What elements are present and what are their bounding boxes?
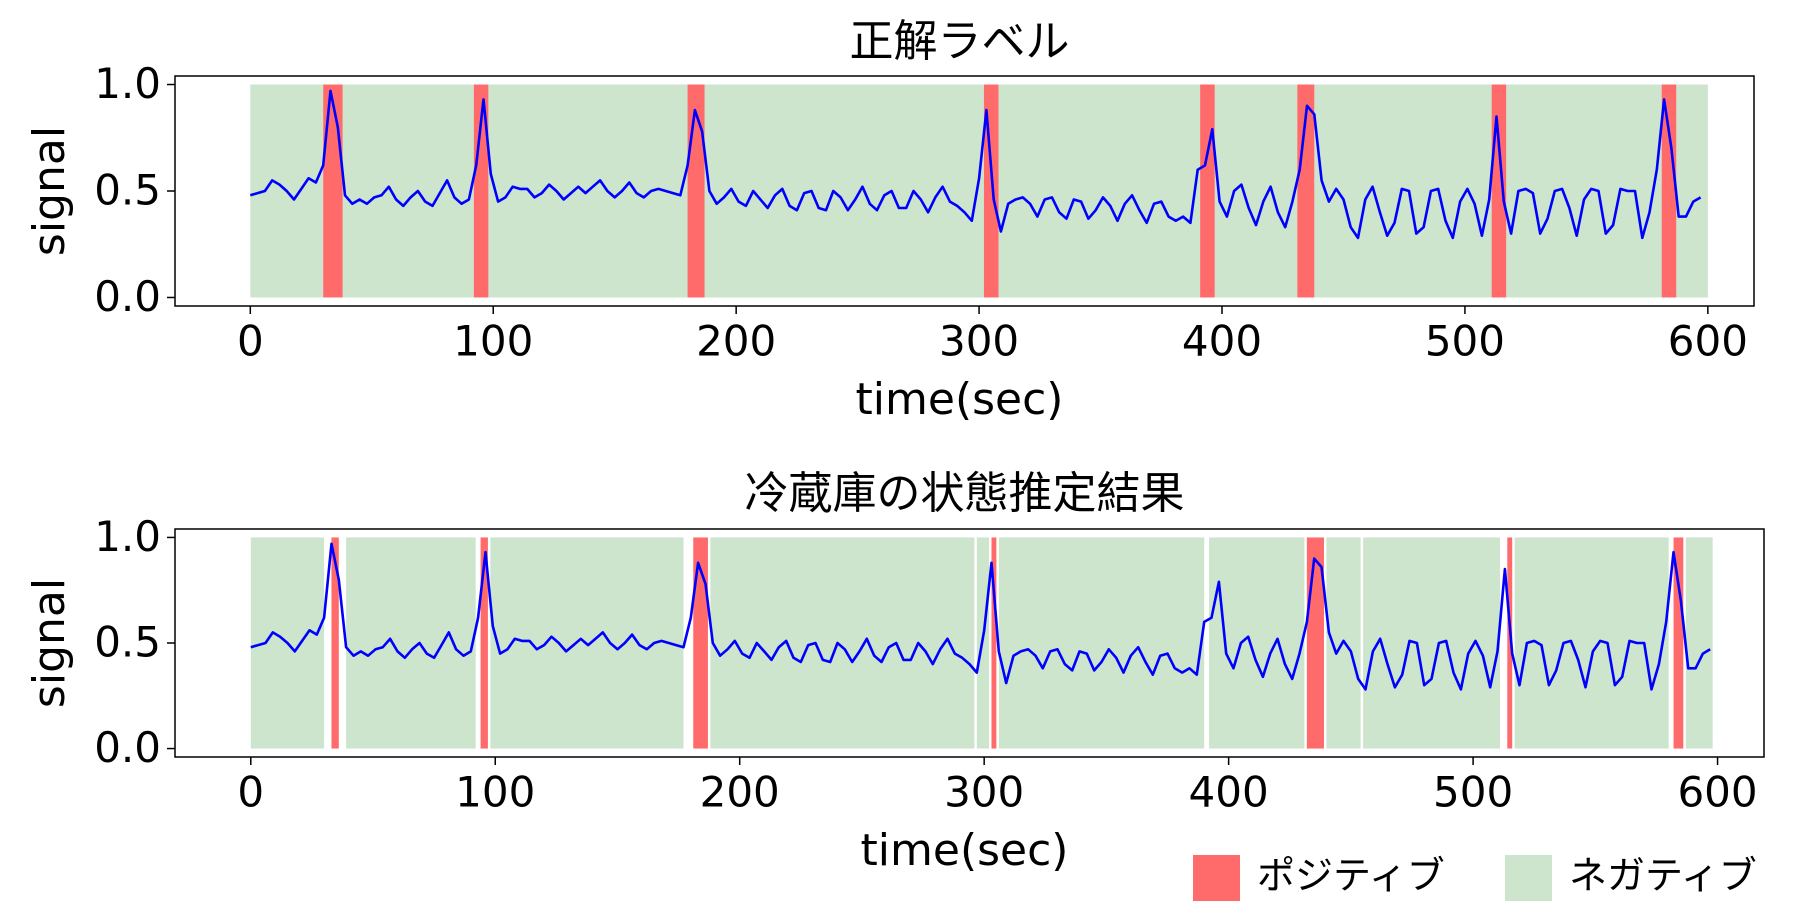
y-axis-label: signal <box>24 126 75 256</box>
x-tick-label: 100 <box>455 768 535 817</box>
x-tick-label: 100 <box>453 317 533 366</box>
x-tick-label: 200 <box>696 317 776 366</box>
x-tick-label: 300 <box>944 768 1024 817</box>
span <box>1661 84 1677 298</box>
span <box>1209 537 1305 749</box>
span <box>991 537 997 749</box>
signal-line <box>250 542 1711 691</box>
legend-label: ポジティブ <box>1257 854 1445 898</box>
x-tick-label: 0 <box>237 317 264 366</box>
y-tick-label: 1.0 <box>94 512 161 561</box>
span <box>1363 537 1500 749</box>
span <box>1676 84 1708 298</box>
chart-title: 正解ラベル <box>850 16 1070 67</box>
span <box>346 537 476 749</box>
x-tick-label: 600 <box>1677 768 1757 817</box>
span <box>704 84 984 298</box>
span <box>693 537 708 749</box>
chart-title: 冷蔵庫の状態推定結果 <box>745 468 1185 519</box>
axes: 0 100 200 300 400 500 600 0.0 0.5 1.0 冷蔵庫の状態推定結果 ti… <box>24 468 1765 876</box>
span <box>710 537 975 749</box>
y-tick-label: 0.0 <box>94 272 161 321</box>
span <box>1297 84 1315 298</box>
signal-line <box>249 89 1702 240</box>
span <box>342 84 474 298</box>
y-tick-label: 0.0 <box>94 723 161 772</box>
x-tick-label: 400 <box>1182 317 1262 366</box>
axes: 0 100 200 300 400 500 600 0.0 0.5 1.0 正解ラベル time(se… <box>24 16 1755 425</box>
y-tick-label: 1.0 <box>94 59 161 108</box>
y-axis-label: signal <box>24 578 75 708</box>
legend: ポジティブ ネガティブ <box>1193 854 1757 901</box>
span <box>323 84 343 298</box>
span <box>998 537 1205 749</box>
span <box>1214 84 1298 298</box>
legend-label: ネガティブ <box>1569 854 1757 898</box>
span <box>998 84 1201 298</box>
x-tick-label: 0 <box>237 768 264 817</box>
x-axis-label: time(sec) <box>861 825 1069 876</box>
span <box>1673 537 1684 749</box>
span <box>1314 84 1492 298</box>
span <box>473 84 489 298</box>
x-tick-label: 300 <box>939 317 1019 366</box>
legend-swatch <box>1505 855 1552 901</box>
x-tick-label: 500 <box>1425 317 1505 366</box>
span <box>480 537 488 749</box>
span <box>1685 537 1713 749</box>
legend-swatch <box>1193 855 1240 901</box>
x-tick-label: 500 <box>1433 768 1513 817</box>
x-axis-label: time(sec) <box>856 374 1064 425</box>
x-tick-label: 200 <box>700 768 780 817</box>
span <box>1200 84 1215 298</box>
x-tick-label: 400 <box>1189 768 1269 817</box>
y-tick-label: 0.5 <box>94 166 161 215</box>
span <box>331 537 339 749</box>
y-tick-label: 0.5 <box>94 618 161 667</box>
x-tick-label: 600 <box>1668 317 1748 366</box>
span <box>1507 537 1513 749</box>
